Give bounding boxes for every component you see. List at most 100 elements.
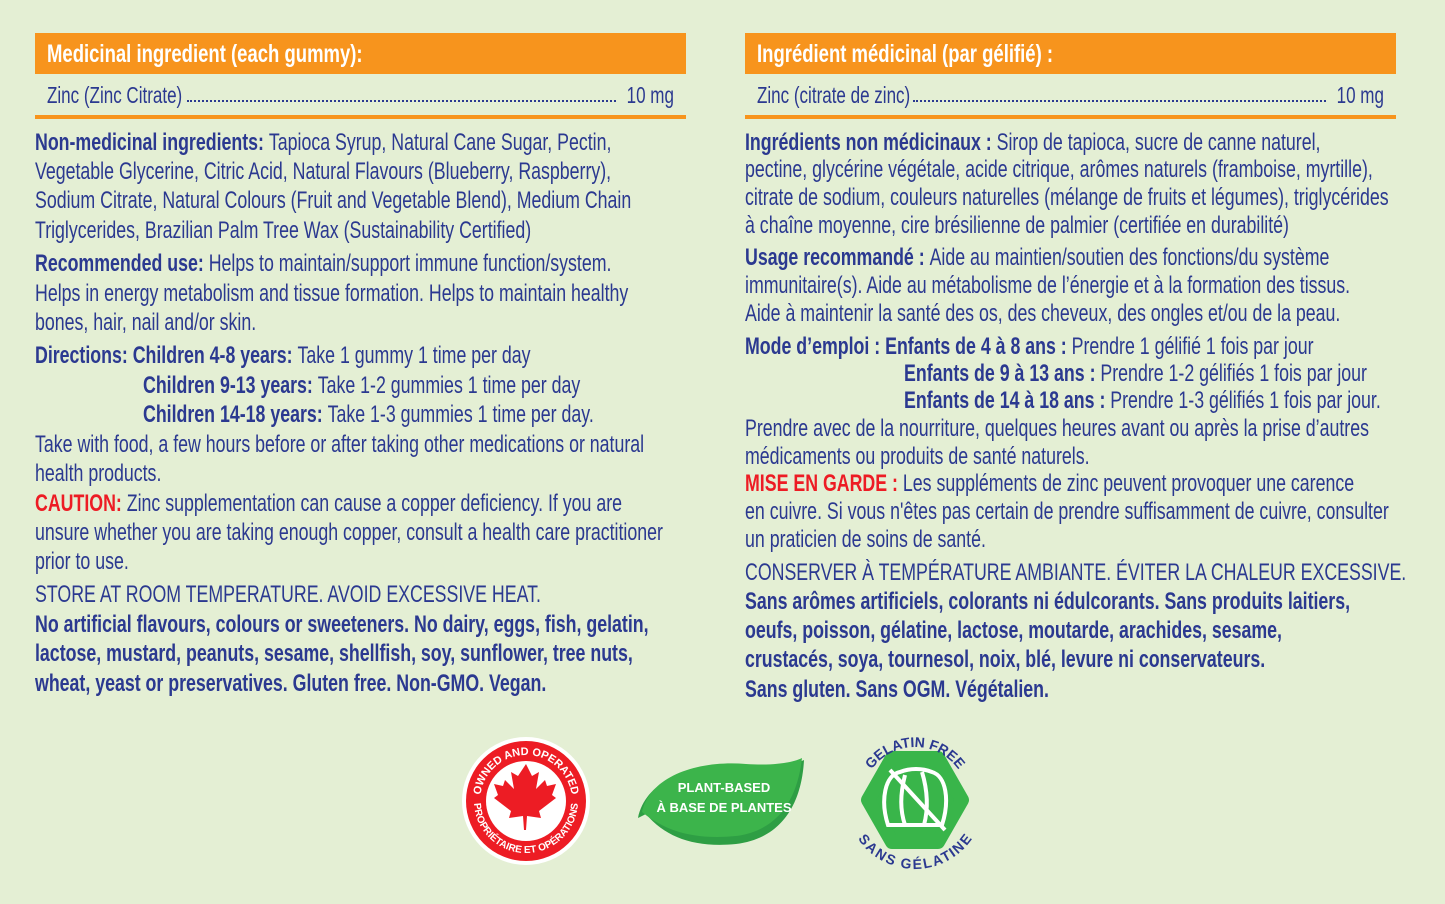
text-line: crustacés, soya, tournesol, noix, blé, l…	[745, 646, 1265, 674]
line-text: pectine, glycérine végétale, acide citri…	[745, 156, 1373, 183]
text-line: Triglycerides, Brazilian Palm Tree Wax (…	[35, 217, 531, 245]
text-line: oeufs, poisson, gélatine, lactose, mouta…	[745, 617, 1282, 645]
text-line: Mode d’emploi : Enfants de 4 à 8 ans : P…	[745, 333, 1314, 361]
text-line: Directions: Children 4-8 years: Take 1 g…	[35, 342, 530, 370]
medicinal-ingredient-header-fr: Ingrédient médicinal (par gélifié) :	[745, 33, 1396, 74]
warning-label: CAUTION:	[35, 490, 127, 517]
leader-dots	[187, 100, 616, 102]
text-line: prior to use.	[35, 548, 129, 576]
english-panel: Medicinal ingredient (each gummy): Zinc …	[35, 0, 686, 720]
text-line: Children 9-13 years: Take 1-2 gummies 1 …	[143, 372, 580, 400]
text-line: MISE EN GARDE : Les suppléments de zinc …	[745, 470, 1354, 498]
bold-label: Ingrédients non médicinaux :	[745, 129, 997, 156]
bold-label: Enfants de 14 à 18 ans :	[904, 387, 1111, 414]
line-text: Zinc supplementation can cause a copper …	[126, 490, 623, 517]
ingredient-amount: 10 mg	[626, 82, 674, 108]
text-line: Enfants de 9 à 13 ans : Prendre 1-2 géli…	[904, 360, 1367, 388]
text-line: Usage recommandé : Aide au maintien/sout…	[745, 244, 1329, 272]
text-line: médicaments ou produits de santé naturel…	[745, 443, 1090, 471]
line-text: Les suppléments de zinc peuvent provoque…	[902, 470, 1355, 497]
text-line: citrate de sodium, couleurs naturelles (…	[745, 184, 1389, 212]
line-text: Prendre 1-3 gélifiés 1 fois par jour.	[1110, 387, 1381, 414]
bold-label: oeufs, poisson, gélatine, lactose, mouta…	[745, 617, 1282, 644]
line-text: Prendre 1 gélifié 1 fois par jour	[1071, 333, 1314, 360]
text-line: No artificial flavours, colours or sweet…	[35, 611, 649, 639]
text-line: Children 14-18 years: Take 1-3 gummies 1…	[143, 401, 594, 429]
text-line: CONSERVER À TEMPÉRATURE AMBIANTE. ÉVITER…	[745, 559, 1406, 587]
line-text: un praticien de soins de santé.	[745, 526, 986, 553]
bold-label: Recommended use:	[35, 250, 209, 277]
header-text: Medicinal ingredient (each gummy):	[47, 40, 363, 68]
line-text: Aide au maintien/soutien des fonctions/d…	[929, 244, 1330, 271]
text-line: Take with food, a few hours before or af…	[35, 431, 644, 459]
line-text: Triglycerides, Brazilian Palm Tree Wax (…	[35, 217, 532, 244]
text-line: CAUTION: Zinc supplementation can cause …	[35, 490, 622, 518]
line-text: citrate de sodium, couleurs naturelles (…	[745, 184, 1389, 211]
text-line: unsure whether you are taking enough cop…	[35, 519, 663, 547]
line-text: prior to use.	[35, 548, 129, 575]
bold-label: No artificial flavours, colours or sweet…	[35, 611, 649, 638]
line-text: en cuivre. Si vous n'êtes pas certain de…	[745, 498, 1389, 525]
line-text: STORE AT ROOM TEMPERATURE. AVOID EXCESSI…	[35, 581, 541, 608]
maple-leaf-icon	[494, 764, 556, 830]
text-line: à chaîne moyenne, cire brésilienne de pa…	[745, 212, 1289, 240]
text-line: lactose, mustard, peanuts, sesame, shell…	[35, 640, 633, 668]
line-text: Prendre avec de la nourriture, quelques …	[745, 415, 1369, 442]
text-line: health products.	[35, 460, 161, 488]
text-line: Helps in energy metabolism and tissue fo…	[35, 280, 628, 308]
bold-label: lactose, mustard, peanuts, sesame, shell…	[35, 640, 633, 667]
line-text: Aide à maintenir la santé des os, des ch…	[745, 300, 1341, 327]
bold-label: Sans gluten. Sans OGM. Végétalien.	[745, 676, 1049, 703]
bold-label: Usage recommandé :	[745, 244, 930, 271]
leader-dots	[913, 100, 1326, 102]
plant-based-logo: PLANT-BASED À BASE DE PLANTES	[638, 758, 804, 845]
medicinal-ingredient-header: Medicinal ingredient (each gummy):	[35, 33, 686, 74]
text-line: Sans gluten. Sans OGM. Végétalien.	[745, 676, 1049, 704]
text-line: Enfants de 14 à 18 ans : Prendre 1-3 gél…	[904, 387, 1381, 415]
plant-line2: À BASE DE PLANTES	[656, 800, 791, 815]
text-line: wheat, yeast or preservatives. Gluten fr…	[35, 670, 546, 698]
line-text: Take 1-2 gummies 1 time per day	[317, 372, 581, 399]
line-text: unsure whether you are taking enough cop…	[35, 519, 663, 546]
warning-label: MISE EN GARDE :	[745, 470, 903, 497]
plant-line1: PLANT-BASED	[678, 780, 770, 795]
text-line: Prendre avec de la nourriture, quelques …	[745, 415, 1369, 443]
ingredient-name: Zinc (Zinc Citrate)	[47, 82, 183, 108]
text-line: Ingrédients non médicinaux : Sirop de ta…	[745, 129, 1320, 157]
line-text: Take 1 gummy 1 time per day	[297, 342, 531, 369]
line-text: bones, hair, nail and/or skin.	[35, 309, 257, 336]
text-line: un praticien de soins de santé.	[745, 526, 986, 554]
orange-rule	[745, 115, 1396, 119]
bold-label: Sans arômes artificiels, colorants ni éd…	[745, 588, 1351, 615]
bold-label: wheat, yeast or preservatives. Gluten fr…	[35, 670, 547, 697]
line-text: à chaîne moyenne, cire brésilienne de pa…	[745, 212, 1289, 239]
french-panel: Ingrédient médicinal (par gélifié) : Zin…	[745, 0, 1406, 720]
line-text: Prendre 1-2 gélifiés 1 fois par jour	[1100, 360, 1367, 387]
no-gelatin-icon	[882, 767, 949, 832]
header-text: Ingrédient médicinal (par gélifié) :	[757, 40, 1054, 68]
owned-operated-canada-logo: OWNED AND OPERATED PROPRIÉTAIRE ET OPÉRA…	[462, 737, 590, 865]
line-text: Helps in energy metabolism and tissue fo…	[35, 280, 629, 307]
text-line: en cuivre. Si vous n'êtes pas certain de…	[745, 498, 1389, 526]
line-text: médicaments ou produits de santé naturel…	[745, 443, 1090, 470]
line-text: Take with food, a few hours before or af…	[35, 431, 645, 458]
gelatin-free-logo: GELATIN FREE SANS GÉLATINE	[855, 734, 974, 870]
line-text: Vegetable Glycerine, Citric Acid, Natura…	[35, 158, 612, 185]
orange-rule	[35, 115, 686, 119]
line-text: health products.	[35, 460, 162, 487]
line-text: Sirop de tapioca, sucre de canne naturel…	[996, 129, 1321, 156]
ingredient-row: Zinc (Zinc Citrate) 10 mg	[35, 80, 686, 112]
text-line: Sodium Citrate, Natural Colours (Fruit a…	[35, 187, 631, 215]
line-text: Sodium Citrate, Natural Colours (Fruit a…	[35, 187, 632, 214]
text-line: Vegetable Glycerine, Citric Acid, Natura…	[35, 158, 611, 186]
text-line: Sans arômes artificiels, colorants ni éd…	[745, 588, 1350, 616]
text-line: STORE AT ROOM TEMPERATURE. AVOID EXCESSI…	[35, 581, 541, 609]
text-line: Aide à maintenir la santé des os, des ch…	[745, 300, 1340, 328]
line-text: Take 1-3 gummies 1 time per day.	[327, 401, 594, 428]
bold-label: Directions: Children 4-8 years:	[35, 342, 298, 369]
line-text: CONSERVER À TEMPÉRATURE AMBIANTE. ÉVITER…	[745, 559, 1407, 586]
ingredient-row-fr: Zinc (citrate de zinc) 10 mg	[745, 80, 1396, 112]
line-text: Helps to maintain/support immune functio…	[208, 250, 612, 277]
text-line: immunitaire(s). Aide au métabolisme de l…	[745, 272, 1350, 300]
text-line: Recommended use: Helps to maintain/suppo…	[35, 250, 611, 278]
